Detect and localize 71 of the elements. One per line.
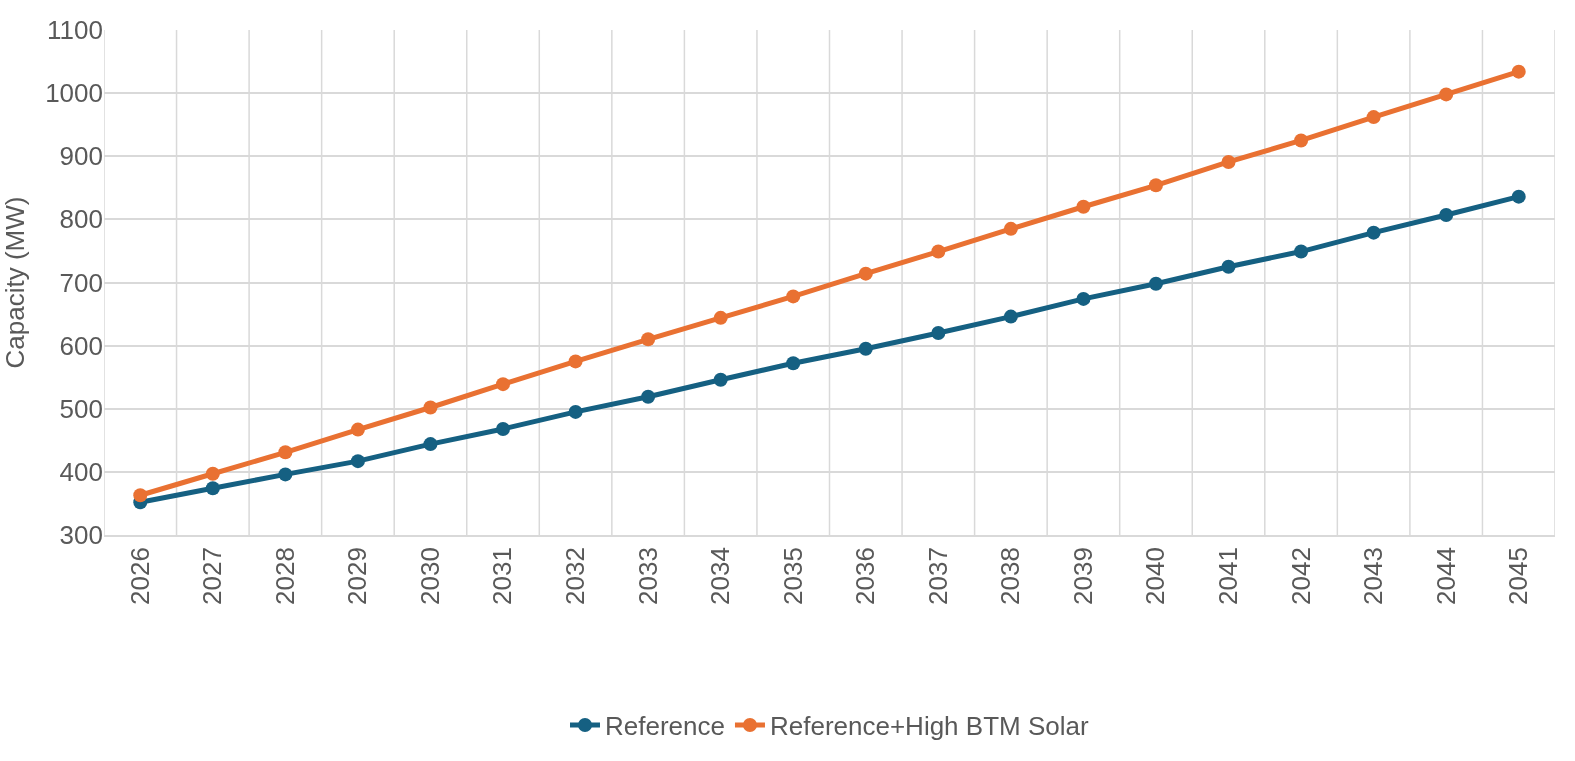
x-tick-label: 2036 <box>850 547 881 605</box>
y-tick-label: 600 <box>59 330 103 361</box>
point <box>1003 221 1018 236</box>
x-tick-label: 2044 <box>1430 547 1461 605</box>
x-tick-label: 2043 <box>1358 547 1389 605</box>
y-tick-label: 1000 <box>45 78 103 109</box>
point <box>205 466 220 481</box>
point <box>641 389 656 404</box>
point <box>858 341 873 356</box>
point <box>278 467 293 482</box>
point <box>496 377 511 392</box>
point <box>1076 199 1091 214</box>
point <box>1148 178 1163 193</box>
x-tick-label: 2038 <box>995 547 1026 605</box>
point <box>1294 133 1309 148</box>
y-axis-title: Capacity (MW) <box>0 196 30 369</box>
point <box>713 372 728 387</box>
point <box>350 422 365 437</box>
y-tick-label: 800 <box>59 204 103 235</box>
x-tick-label: 2039 <box>1067 547 1098 605</box>
point <box>278 445 293 460</box>
point <box>205 481 220 496</box>
x-tick-label: 2034 <box>705 547 736 605</box>
x-tick-label: 2026 <box>124 547 155 605</box>
x-tick-label: 2031 <box>487 547 518 605</box>
point <box>786 289 801 304</box>
y-tick-label: 700 <box>59 267 103 298</box>
legend-label: Reference+High BTM Solar <box>769 711 1089 742</box>
point <box>568 404 583 419</box>
y-tick-label: 500 <box>59 393 103 424</box>
x-tick-label: 2033 <box>632 547 663 605</box>
legend-label: Reference <box>605 711 725 742</box>
point <box>713 310 728 325</box>
y-tick-label: 900 <box>59 141 103 172</box>
point <box>1439 87 1454 102</box>
x-tick-label: 2042 <box>1285 547 1316 605</box>
point <box>1511 189 1526 204</box>
point <box>1511 64 1526 79</box>
point <box>1003 309 1018 324</box>
x-tick-label: 2035 <box>777 547 808 605</box>
point <box>568 354 583 369</box>
point <box>1366 225 1381 240</box>
point <box>858 266 873 281</box>
point <box>350 454 365 469</box>
point <box>1366 110 1381 125</box>
y-tick-label: 300 <box>59 520 103 551</box>
point <box>423 400 438 415</box>
point <box>641 332 656 347</box>
x-tick-label: 2041 <box>1212 547 1243 605</box>
x-tick-label: 2040 <box>1140 547 1171 605</box>
x-tick-label: 2029 <box>342 547 373 605</box>
x-tick-label: 2032 <box>560 547 591 605</box>
y-tick-label: 1100 <box>47 15 103 46</box>
x-tick-label: 2028 <box>269 547 300 605</box>
point <box>931 326 946 340</box>
x-tick-label: 2027 <box>197 547 228 605</box>
point <box>1221 259 1236 274</box>
x-tick-label: 2045 <box>1503 547 1534 605</box>
x-tick-label: 2037 <box>922 547 953 605</box>
point <box>423 437 438 452</box>
point <box>1148 276 1163 291</box>
y-tick-label: 400 <box>59 456 103 487</box>
point <box>931 244 946 259</box>
point <box>786 356 801 371</box>
point <box>496 421 511 436</box>
point <box>133 488 148 503</box>
point <box>1439 207 1454 222</box>
point <box>1076 291 1091 306</box>
x-tick-label: 2030 <box>414 547 445 605</box>
point <box>1294 244 1309 259</box>
point <box>1221 154 1236 169</box>
